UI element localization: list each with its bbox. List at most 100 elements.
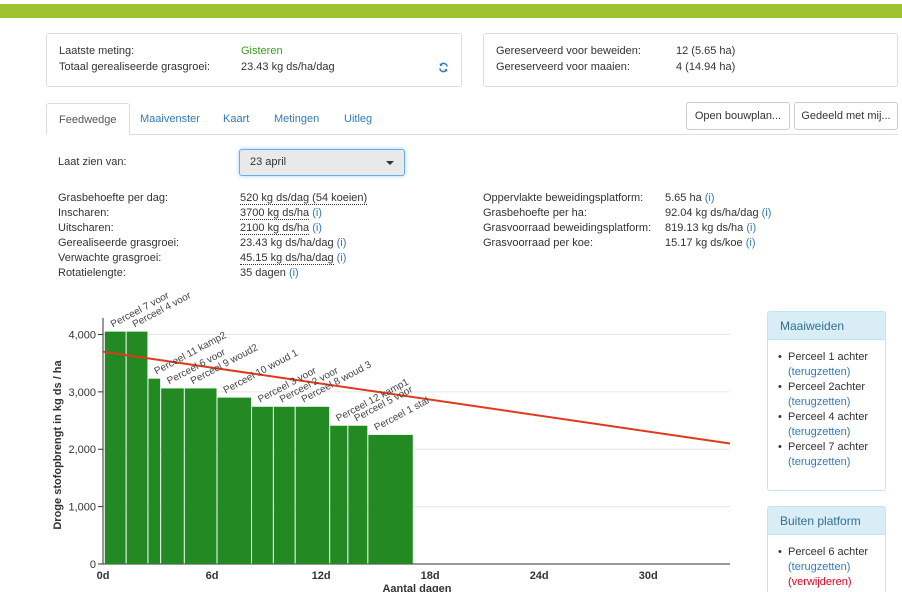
info-icon[interactable]: (i) [288,267,299,279]
restore-link[interactable]: (terugzetten) [788,456,851,468]
show-from-label: Laat zien van: [58,156,127,168]
info-value-row: 92.04 kg ds/ha/dag (i) [665,207,771,219]
target-line [102,350,731,445]
list-item: Perceel 4 achter (terugzetten) [776,410,885,440]
chart-bar [273,406,295,564]
x-tick-label: 30d [639,570,658,582]
buiten-platform-panel: Buiten platform Perceel 6 achter (terugze… [767,506,886,592]
x-tick-label: 0d [97,570,110,582]
chart-bar [104,331,126,564]
info-value: 92.04 kg ds/ha/dag [665,207,759,219]
chart-bar [217,397,252,564]
bar-label: Perceel 5 voor [353,384,416,424]
info-value-row: 819.13 kg ds/ha (i) [665,222,756,234]
y-tick-label: 4,000 [68,329,96,341]
chart-bar [148,378,161,564]
info-label: Uitscharen: [58,222,114,234]
buiten-platform-list: Perceel 6 achter (terugzetten) (verwijdere… [768,535,885,590]
chart-bar [126,331,148,564]
info-value-row: 23.43 kg ds/ha/dag (i) [240,237,346,249]
tab-metingen[interactable]: Metingen [274,113,320,125]
info-label: Grasbehoefte per ha: [483,207,587,219]
date-select-value: 23 april [250,156,287,168]
info-label: Grasvoorraad per koe: [483,237,594,249]
bar-label: Perceel 11 kamp2 [153,330,229,377]
parcel-name: Perceel 2achter [788,381,866,393]
info-icon[interactable]: (i) [745,237,756,249]
restore-link[interactable]: (terugzetten) [788,561,851,573]
chart-bar [348,425,368,564]
buiten-platform-title: Buiten platform [768,507,885,535]
list-item: Perceel 6 achter (terugzetten) (verwijdere… [776,545,885,590]
shared-with-me-button[interactable]: Gedeeld met mij... [794,102,898,130]
y-tick-label: 1,000 [68,502,96,514]
info-value: 5.65 ha [665,192,702,204]
chart-bar [252,406,273,564]
y-tick-label: 2,000 [68,444,96,456]
maaiweiden-title: Maaiweiden [768,312,885,340]
info-icon[interactable]: (i) [336,237,347,249]
info-value[interactable]: 520 kg ds/dag (54 koeien) [240,192,368,205]
chart-bar [161,388,184,564]
bar-label: Perceel 8 woud 3 [300,359,374,405]
chart-bar [368,434,413,564]
tab-uitleg[interactable]: Uitleg [344,113,373,125]
bar-label: Perceel 9 woud2 [189,342,260,387]
info-value-row: 5.65 ha (i) [665,192,715,204]
tab-feedwedge[interactable]: Feedwedge [46,103,130,135]
reserved-grazing-value: 12 (5.65 ha) [676,45,736,57]
parcel-name: Perceel 4 achter [788,411,869,423]
y-tick-label: 0 [90,559,96,571]
info-icon[interactable]: (i) [312,222,322,234]
x-axis-label: Aantal dagen [382,583,451,592]
parcel-name: Perceel 7 achter [788,441,869,453]
chart-bar [295,406,330,564]
info-icon[interactable]: (i) [746,222,757,234]
maaiweiden-list: Perceel 1 achter (terugzetten) Perceel 2a… [768,340,885,470]
bar-label: Perceel 4 voor [131,290,194,330]
list-item: Perceel 7 achter (terugzetten) [776,440,885,470]
list-item: Perceel 1 achter (terugzetten) [776,350,885,380]
info-value[interactable]: 2100 kg ds/ha [240,222,310,235]
info-value-row: 45.15 kg ds/ha/dag (i) [240,252,347,265]
measurement-summary-panel: Laatste meting: Gisteren Totaal gerealis… [46,33,462,87]
tab-maaivenster[interactable]: Maaivenster [140,113,200,125]
date-select[interactable]: 23 april [239,149,405,176]
chevron-down-icon [386,161,394,165]
reserved-mowing-label: Gereserveerd voor maaien: [496,61,630,73]
info-label: Grasvoorraad beweidingsplatform: [483,222,652,234]
x-tick-label: 6d [206,570,219,582]
y-axis-label: Droge stofopbrengt in kg ds / ha [52,359,64,529]
parcel-name: Perceel 1 achter [788,351,869,363]
info-icon[interactable]: (i) [336,252,347,264]
bar-label: Perceel 7 voor [109,290,172,330]
restore-link[interactable]: (terugzetten) [788,366,851,378]
refresh-icon[interactable] [438,62,449,73]
info-value: 23.43 kg ds/ha/dag [240,237,334,249]
info-value[interactable]: 3700 kg ds/ha [240,207,310,220]
reserved-mowing-value: 4 (14.94 ha) [676,61,736,73]
restore-link[interactable]: (terugzetten) [788,396,851,408]
info-value-row: 2100 kg ds/ha (i) [240,222,322,235]
open-plan-button[interactable]: Open bouwplan... [686,102,790,130]
info-icon[interactable]: (i) [704,192,715,204]
y-tick-label: 3,000 [68,387,96,399]
remove-link[interactable]: (verwijderen) [788,576,852,588]
info-value: 35 dagen [240,267,286,279]
info-icon[interactable]: (i) [312,207,322,219]
tab-kaart[interactable]: Kaart [223,113,250,125]
info-value: 819.13 kg ds/ha [665,222,744,234]
bar-label: Perceel 3 voor [256,365,319,405]
restore-link[interactable]: (terugzetten) [788,426,851,438]
info-icon[interactable]: (i) [761,207,772,219]
info-value-row: 15.17 kg ds/koe (i) [665,237,756,249]
bar-label: Perceel 6 voor [165,347,228,387]
info-label: Oppervlakte beweidingsplatform: [483,192,644,204]
reservation-summary-panel: Gereserveerd voor beweiden: 12 (5.65 ha)… [483,33,898,87]
info-value[interactable]: 45.15 kg ds/ha/dag [240,252,334,265]
reserved-grazing-label: Gereserveerd voor beweiden: [496,45,641,57]
info-value: 15.17 kg ds/koe [665,237,743,249]
last-measurement-value: Gisteren [241,45,283,57]
bar-label: Perceel 12 kamp1 [334,377,411,425]
x-tick-label: 24d [530,570,549,582]
